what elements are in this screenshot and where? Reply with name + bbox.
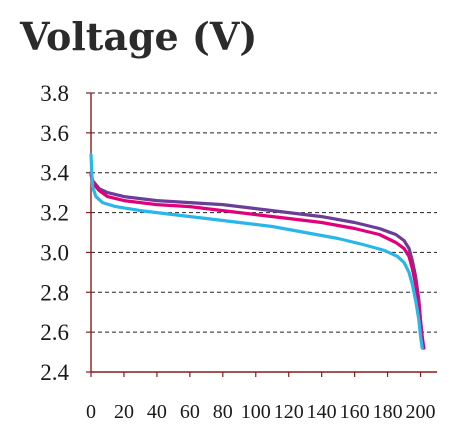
series-line-2 bbox=[89, 173, 426, 350]
chart-title: Voltage (V) bbox=[19, 14, 257, 59]
x-tick-label: 200 bbox=[406, 401, 436, 423]
x-tick-label: 180 bbox=[373, 401, 403, 423]
series-lines bbox=[89, 153, 426, 350]
y-tick-label: 3.0 bbox=[40, 240, 69, 265]
x-tick-label: 40 bbox=[147, 401, 167, 423]
y-tick-label: 2.8 bbox=[40, 280, 69, 305]
y-tick-label: 3.2 bbox=[40, 201, 69, 226]
x-tick-labels: 0 20 40 60 80 100 120 140 160 180 200 bbox=[86, 401, 436, 423]
y-tick-label: 2.4 bbox=[40, 360, 69, 385]
x-tick-label: 20 bbox=[114, 401, 134, 423]
series-line-3 bbox=[89, 153, 424, 350]
x-tick-label: 120 bbox=[274, 401, 304, 423]
y-tick-label: 3.8 bbox=[40, 81, 69, 106]
x-tick-label: 100 bbox=[241, 401, 271, 423]
y-tick-label: 3.6 bbox=[40, 121, 69, 146]
y-tick-label: 2.6 bbox=[40, 320, 69, 345]
x-tick-label: 80 bbox=[213, 401, 233, 423]
x-tick-label: 160 bbox=[340, 401, 370, 423]
y-tick-labels: 2.4 2.6 2.8 3.0 3.2 3.4 3.6 3.8 bbox=[40, 81, 69, 385]
x-tick-label: 140 bbox=[307, 401, 337, 423]
axes bbox=[86, 92, 437, 377]
x-tick-label: 60 bbox=[180, 401, 200, 423]
x-tick-label: 0 bbox=[86, 401, 96, 423]
series-line-1 bbox=[89, 171, 426, 350]
grid-lines bbox=[91, 92, 437, 333]
y-tick-label: 3.4 bbox=[40, 161, 69, 186]
